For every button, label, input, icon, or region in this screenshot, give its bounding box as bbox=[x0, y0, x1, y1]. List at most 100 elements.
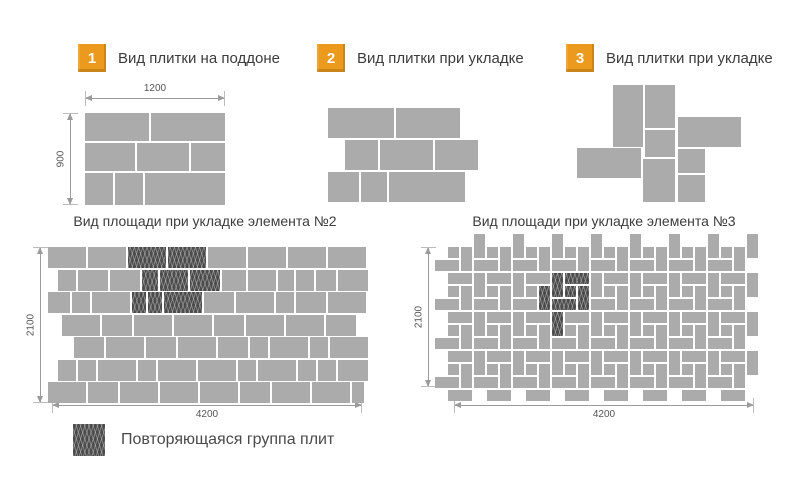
paving-tile bbox=[630, 273, 641, 297]
paving-tile bbox=[218, 337, 248, 358]
dim-extension-line bbox=[421, 247, 436, 248]
paving-tile bbox=[734, 325, 745, 349]
step-number-badge-3: 3 bbox=[566, 44, 594, 72]
paving-tile bbox=[643, 325, 654, 336]
dim-arrow-down-icon bbox=[425, 380, 431, 387]
dimension-value: 900 bbox=[55, 150, 67, 168]
paving-tile bbox=[734, 286, 745, 310]
paving-tile bbox=[160, 382, 198, 403]
dim-extension-line bbox=[421, 386, 436, 387]
paving-tile bbox=[630, 338, 654, 349]
repeat-group-tile bbox=[578, 286, 589, 310]
dimension-value: 2100 bbox=[25, 313, 37, 337]
paving-tile bbox=[487, 247, 498, 258]
dim-extension-line bbox=[63, 113, 78, 114]
dim-arrow-left-icon bbox=[85, 95, 92, 101]
step-number: 2 bbox=[326, 49, 336, 67]
paving-tile bbox=[110, 270, 140, 291]
area-layout-3-diagram: 2100 4200 bbox=[414, 234, 760, 420]
paving-tile bbox=[747, 312, 758, 336]
paving-tile bbox=[487, 312, 511, 323]
step-label-2: Вид плитки при укладке bbox=[357, 49, 524, 67]
tile-layout-2-diagram bbox=[328, 108, 478, 202]
paving-tile bbox=[474, 312, 485, 336]
paving-tile bbox=[286, 315, 324, 336]
paving-tile bbox=[669, 234, 680, 258]
paving-tile bbox=[747, 351, 758, 375]
paving-tile bbox=[316, 270, 336, 291]
paving-tile bbox=[435, 299, 459, 310]
paving-tile bbox=[448, 273, 472, 284]
paving-tile bbox=[656, 247, 667, 271]
paving-tile bbox=[208, 247, 246, 268]
paving-tile bbox=[591, 312, 602, 336]
legend: Повторяющаяся группа плит bbox=[73, 424, 334, 456]
paving-tile bbox=[708, 299, 732, 310]
dimension-value: 4200 bbox=[592, 409, 616, 420]
paving-tile bbox=[591, 377, 615, 388]
paving-tile bbox=[435, 338, 459, 349]
paving-tile bbox=[146, 337, 176, 358]
dim-extension-line bbox=[85, 91, 86, 106]
paving-tile bbox=[513, 377, 537, 388]
paving-tile bbox=[669, 260, 693, 271]
repeat-group-tile bbox=[128, 247, 166, 268]
paving-tile bbox=[578, 325, 589, 349]
paving-tile bbox=[708, 377, 732, 388]
paving-tile bbox=[487, 364, 498, 375]
paving-tile bbox=[92, 292, 130, 313]
paving-tile bbox=[695, 364, 706, 388]
paving-tile bbox=[474, 377, 498, 388]
paving-tile bbox=[328, 108, 394, 138]
area-layout-2-title: Вид площади при укладке элемента №2 bbox=[73, 213, 337, 229]
step-number-badge-1: 1 bbox=[78, 44, 106, 72]
paving-tile bbox=[115, 173, 143, 205]
paving-tile bbox=[682, 390, 706, 401]
paving-tile bbox=[328, 172, 359, 202]
paving-tile bbox=[474, 299, 498, 310]
paving-tile bbox=[328, 247, 366, 268]
paving-tile bbox=[708, 273, 719, 297]
step-number: 1 bbox=[87, 49, 97, 67]
paving-tile bbox=[591, 338, 615, 349]
step-label-1: Вид плитки на поддоне bbox=[118, 49, 280, 67]
paving-tile bbox=[48, 292, 70, 313]
paving-tile bbox=[682, 247, 693, 258]
paving-tile bbox=[526, 364, 537, 375]
paving-tile bbox=[85, 173, 113, 205]
paving-tile bbox=[288, 247, 326, 268]
paving-tile bbox=[578, 247, 589, 271]
dim-arrow-up-icon bbox=[425, 247, 431, 254]
paving-tile bbox=[643, 247, 654, 258]
paving-tile bbox=[276, 292, 294, 313]
paving-tile bbox=[487, 325, 498, 336]
paving-tile bbox=[604, 273, 628, 284]
paving-tile bbox=[448, 390, 472, 401]
paving-tile bbox=[88, 247, 126, 268]
paving-tile bbox=[461, 247, 472, 271]
paving-tile bbox=[448, 247, 459, 258]
paving-tile bbox=[591, 234, 602, 258]
paving-tile bbox=[513, 338, 537, 349]
paving-tile bbox=[120, 382, 158, 403]
paving-tile bbox=[669, 312, 680, 336]
paving-tile bbox=[191, 143, 225, 171]
paving-tile bbox=[734, 247, 745, 271]
paving-tile bbox=[500, 364, 511, 388]
repeat-group-tile bbox=[142, 270, 158, 291]
paving-tile bbox=[214, 315, 244, 336]
paving-tile bbox=[630, 299, 654, 310]
paving-tile bbox=[539, 325, 550, 349]
paving-tile bbox=[643, 312, 667, 323]
paving-tile bbox=[85, 113, 149, 141]
paving-tile bbox=[552, 351, 563, 375]
paving-tile bbox=[389, 172, 465, 202]
step-number: 3 bbox=[575, 49, 585, 67]
paving-tile bbox=[721, 390, 745, 401]
dimension-value: 1200 bbox=[143, 83, 167, 94]
paving-tile bbox=[461, 364, 472, 388]
paving-tile bbox=[747, 234, 758, 258]
paving-tile bbox=[352, 382, 364, 403]
paving-tile bbox=[296, 270, 314, 291]
paving-tile bbox=[298, 360, 316, 381]
